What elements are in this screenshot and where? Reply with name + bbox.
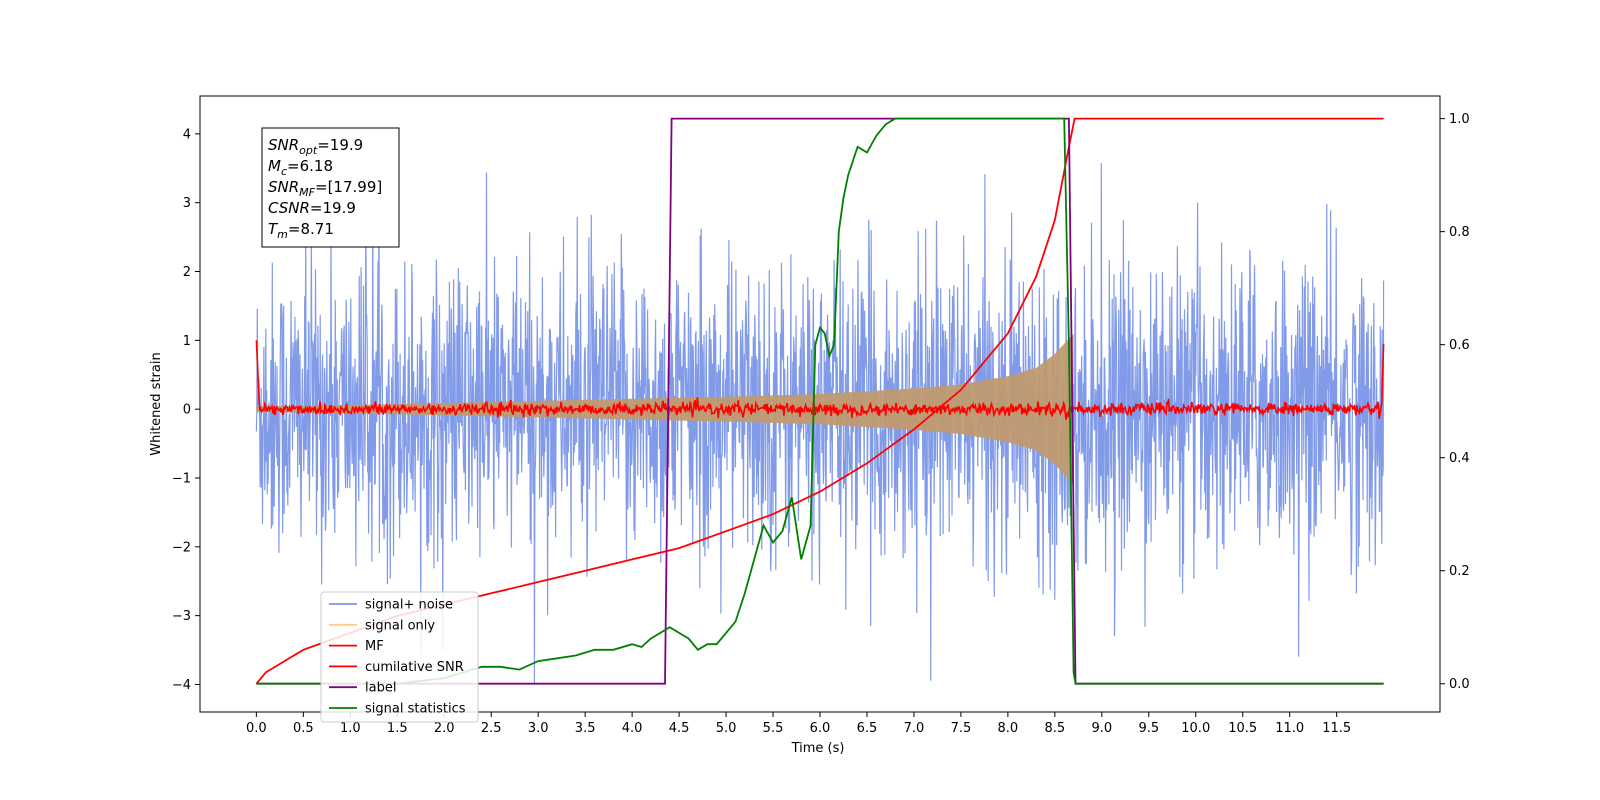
legend-label: cumilative SNR [365, 660, 464, 675]
y-tick-label: −4 [172, 678, 191, 693]
x-tick-label: 8.0 [998, 721, 1019, 736]
annotation-value: =8.71 [288, 220, 334, 238]
annotation-base: M [268, 157, 281, 175]
y-axis-left: −4 −3 −2 −1 0 1 2 3 4 [172, 127, 200, 693]
y2-tick-label: 0.2 [1449, 564, 1470, 579]
x-tick-label: 2.0 [434, 721, 455, 736]
x-tick-label: 5.0 [716, 721, 737, 736]
x-tick-label: 6.0 [810, 721, 831, 736]
annotation-base: SNR [268, 136, 299, 154]
annotation-value: =19.9 [317, 136, 363, 154]
annotation-value: =[17.99] [315, 178, 382, 196]
y-tick-label: −1 [172, 471, 191, 486]
annotation-base: CSNR [268, 199, 310, 217]
y2-tick-label: 0.4 [1449, 451, 1470, 466]
y2-tick-label: 1.0 [1449, 112, 1470, 127]
x-tick-label: 3.0 [528, 721, 549, 736]
x-tick-label: 1.5 [387, 721, 408, 736]
annotation-sub: m [277, 228, 288, 241]
x-tick-label: 7.0 [904, 721, 925, 736]
x-tick-label: 10.5 [1228, 721, 1257, 736]
y2-tick-label: 0.0 [1449, 677, 1470, 692]
annotation-sub: MF [299, 186, 315, 199]
y-tick-label: −2 [172, 540, 191, 555]
x-tick-label: 7.5 [951, 721, 972, 736]
annotation-value: =19.9 [310, 199, 356, 217]
y-axis-right: 0.0 0.2 0.4 0.6 0.8 1.0 [1440, 112, 1470, 692]
legend-frame [320, 591, 479, 723]
x-tick-label: 4.0 [622, 721, 643, 736]
x-tick-label: 9.5 [1138, 721, 1159, 736]
x-tick-label: 3.5 [575, 721, 596, 736]
x-axis-label: Time (s) [791, 741, 845, 756]
y-axis-label: Whitened strain [149, 352, 164, 455]
x-tick-label: 1.0 [340, 721, 361, 736]
x-tick-label: 0.0 [246, 721, 267, 736]
annotation-line: CSNR=19.9 [268, 199, 356, 217]
x-tick-label: 11.0 [1275, 721, 1304, 736]
x-tick-label: 4.5 [669, 721, 690, 736]
annotation-frame [261, 127, 400, 248]
legend-label: label [365, 681, 396, 696]
annotation-line: SNRopt=19.9 [268, 136, 363, 157]
annotation-line: SNRMF=[17.99] [268, 178, 382, 199]
legend: signal+ noise signal only MF cumilative SNR… [320, 591, 479, 723]
y2-tick-label: 0.6 [1449, 338, 1470, 353]
y2-tick-label: 0.8 [1449, 225, 1470, 240]
annotation-value: =6.18 [287, 157, 333, 175]
annotation-sub: c [281, 165, 287, 178]
annotation-base: SNR [268, 178, 299, 196]
y-tick-label: 1 [183, 334, 191, 349]
y-tick-label: 3 [183, 196, 191, 211]
y-tick-label: 0 [183, 403, 191, 418]
x-axis: 0.0 0.5 1.0 1.5 2.0 2.5 3.0 3.5 4.0 4.5 5.0 5.5 6.0 6… [246, 712, 1351, 736]
x-tick-label: 8.5 [1045, 721, 1066, 736]
annotation-line: Tm=8.71 [268, 220, 334, 241]
x-tick-label: 5.5 [763, 721, 784, 736]
series-signal-statistics [256, 117, 1384, 685]
x-tick-label: 2.5 [481, 721, 502, 736]
y-tick-label: 4 [183, 127, 191, 142]
series-mf [255, 340, 1385, 420]
legend-label: signal only [365, 618, 435, 633]
legend-label: MF [365, 639, 384, 654]
legend-label: signal statistics [365, 702, 466, 717]
annotation-box: SNRopt=19.9Mc=6.18SNRMF=[17.99]CSNR=19.9… [261, 127, 400, 248]
annotation-sub: opt [299, 144, 318, 157]
x-tick-label: 10.0 [1181, 721, 1210, 736]
x-tick-label: 0.5 [293, 721, 314, 736]
legend-label: signal+ noise [365, 598, 453, 613]
x-tick-label: 9.0 [1091, 721, 1112, 736]
annotation-line: Mc=6.18 [268, 157, 333, 178]
x-tick-label: 11.5 [1322, 721, 1351, 736]
annotation-base: T [268, 220, 279, 238]
y-tick-label: −3 [172, 609, 191, 624]
x-tick-label: 6.5 [857, 721, 878, 736]
y-tick-label: 2 [183, 265, 191, 280]
